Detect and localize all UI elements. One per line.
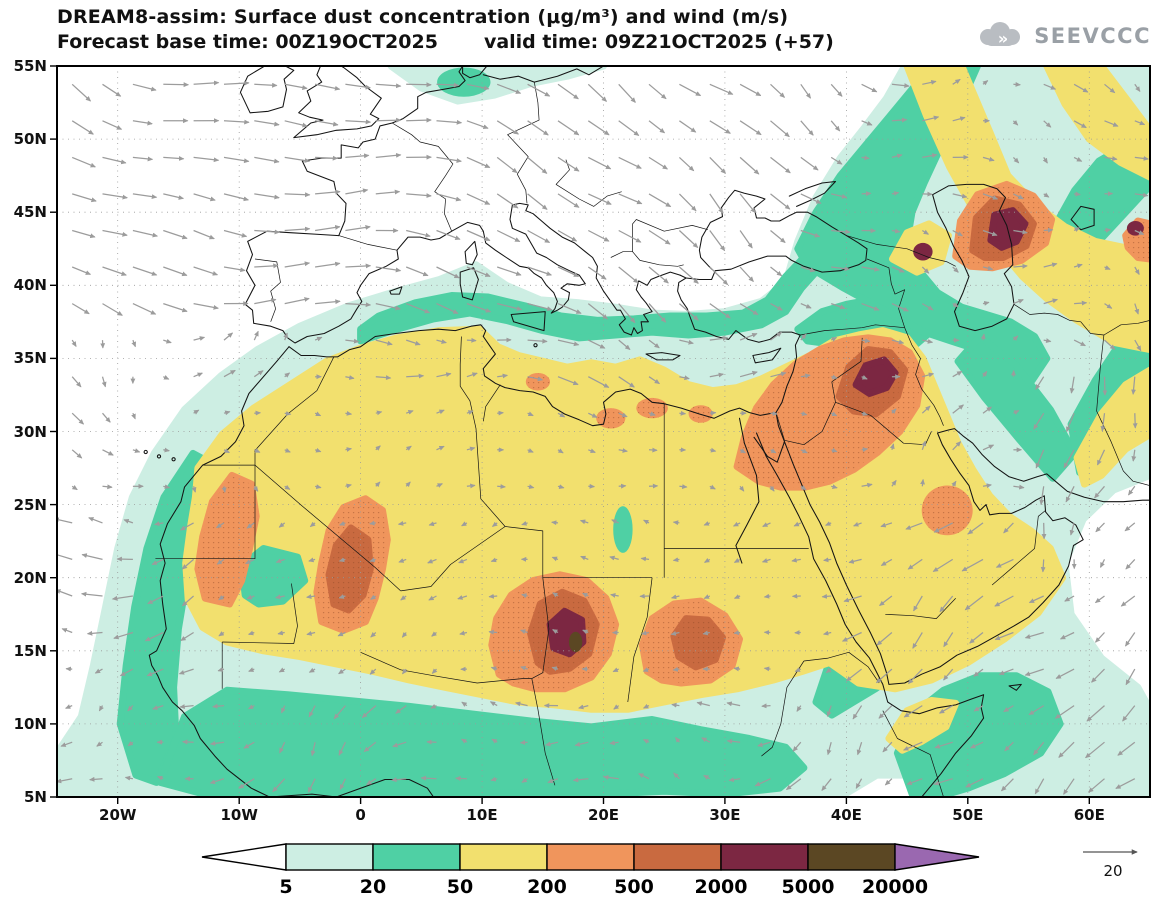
lat-tick-label: 15N [13, 641, 47, 660]
lon-tick-label: 30E [709, 806, 741, 824]
colorbar-tick-label: 20000 [862, 876, 928, 898]
colorbar-tick-label: 20 [360, 876, 386, 898]
grid-layer [57, 66, 1150, 797]
wind-reference-legend: 20 [1083, 849, 1138, 880]
lon-tick-label: 20E [587, 806, 620, 824]
axis-tick-layer [50, 65, 1091, 804]
latitude-axis: 55N 50N 45N 40N 35N 30N 25N 20N 15N 10N 5N [0, 56, 54, 807]
lat-tick-label: 30N [13, 422, 47, 441]
chart-subtitle: Forecast base time: 00Z19OCT2025 valid t… [57, 31, 834, 53]
lat-tick-label: 55N [13, 57, 47, 75]
lat-tick-label: 35N [13, 349, 47, 368]
lat-tick-label: 5N [24, 788, 47, 806]
lat-tick-label: 45N [13, 203, 47, 222]
colorbar-tick-label: 50 [447, 876, 473, 898]
lat-tick-label: 50N [13, 130, 47, 149]
colorbar-segment [720, 843, 809, 871]
colorbar-right-arrow [894, 843, 980, 871]
logo-text: SEEVCCC [1034, 24, 1151, 48]
colorbar-tick-label: 500 [614, 876, 654, 898]
coastline-layer [143, 66, 1150, 797]
lat-tick-label: 20N [13, 568, 47, 587]
colorbar-tick-label: 2000 [695, 876, 748, 898]
colorbar-segment [285, 843, 374, 871]
wind-arrow-layer [57, 78, 1149, 795]
map-graphic [50, 65, 1151, 804]
colorbar-segment [459, 843, 548, 871]
lat-tick-label: 25N [13, 495, 47, 514]
colorbar-left-arrow [201, 843, 287, 871]
map-frame [56, 65, 1151, 798]
colorbar-tick-label: 5000 [782, 876, 835, 898]
chart-title: DREAM8-assim: Surface dust concentration… [57, 6, 789, 28]
lat-tick-label: 40N [13, 276, 47, 295]
lon-tick-label: 10W [220, 806, 258, 824]
lat-tick-label: 10N [13, 714, 47, 733]
colorbar-tick-label: 200 [527, 876, 567, 898]
lon-tick-label: 50E [952, 806, 984, 824]
lon-tick-label: 60E [1073, 806, 1105, 824]
svg-text:»: » [998, 29, 1008, 48]
cloud-icon: » [980, 22, 1021, 48]
wind-reference-value: 20 [1103, 862, 1122, 880]
forecast-base-time: Forecast base time: 00Z19OCT2025 [57, 31, 438, 53]
lon-tick-label: 0 [355, 806, 366, 824]
seevccc-logo: » SEEVCCC [973, 20, 1151, 52]
colorbar-segment [633, 843, 722, 871]
longitude-axis: 20W 10W 0 10E 20E 30E 40E 50E 60E [47, 806, 1160, 826]
valid-time: valid time: 09Z21OCT2025 (+57) [483, 31, 834, 53]
map-area [47, 56, 1160, 807]
colorbar: 5 20 50 200 500 2000 5000 20000 [201, 843, 980, 898]
colorbar-segment [372, 843, 461, 871]
lon-tick-label: 20W [99, 806, 137, 824]
colorbar-tick-label: 5 [279, 876, 292, 898]
border-layer [155, 82, 1150, 797]
lon-tick-label: 40E [830, 806, 862, 824]
colorbar-segment [807, 843, 896, 871]
lon-tick-label: 10E [466, 806, 498, 824]
colorbar-segment [546, 843, 635, 871]
